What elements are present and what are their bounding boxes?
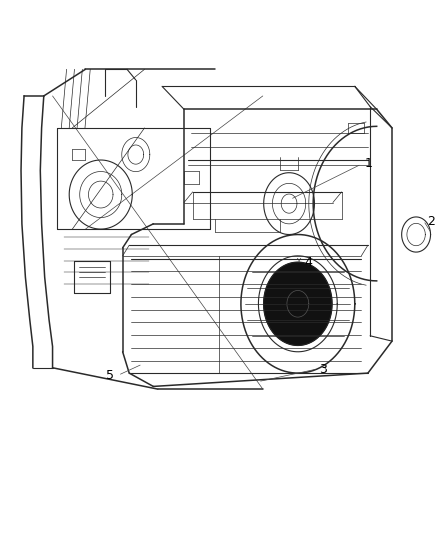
Polygon shape [264, 262, 332, 345]
Text: 3: 3 [319, 363, 327, 376]
Text: 4: 4 [304, 256, 312, 269]
Text: 5: 5 [106, 369, 114, 382]
Text: Y: Y [296, 258, 300, 264]
Text: 1: 1 [364, 157, 372, 170]
Text: 2: 2 [427, 215, 435, 228]
